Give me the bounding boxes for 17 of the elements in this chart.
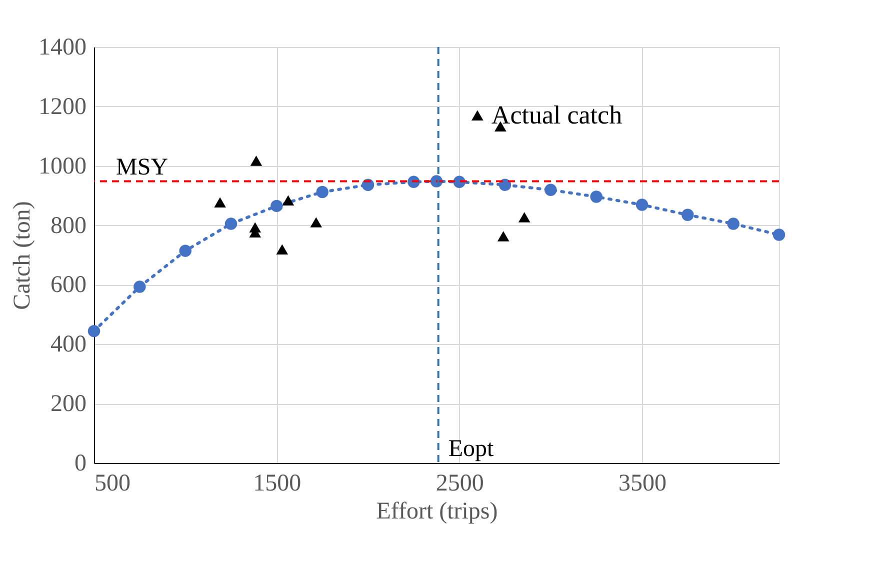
ref-line-label: Eopt: [448, 436, 494, 462]
x-tick-label: 2500: [436, 470, 484, 496]
ref-line-label: MSY: [116, 154, 168, 180]
y-tick-label: 0: [74, 450, 86, 476]
y-tick-label: 200: [50, 391, 86, 418]
x-tick-label: 1500: [253, 470, 302, 496]
series-label: Actual catch: [491, 100, 622, 130]
y-tick-label: 600: [50, 272, 86, 298]
y-tick-label: 1400: [38, 34, 86, 60]
y-axis-title: Catch (ton): [10, 201, 36, 310]
y-tick-label: 800: [50, 212, 86, 239]
x-axis-title: Effort (trips): [376, 498, 498, 524]
y-tick-label: 1000: [38, 153, 86, 180]
x-tick-label: 3500: [618, 470, 666, 496]
y-tick-label: 400: [50, 332, 86, 358]
x-tick-label: 500: [94, 470, 130, 496]
y-tick-label: 1200: [38, 94, 86, 120]
